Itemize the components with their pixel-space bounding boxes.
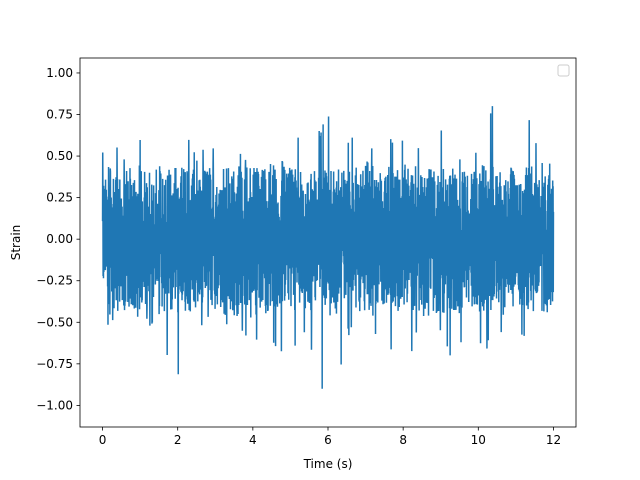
x-tick-label: 2 (174, 433, 182, 447)
axes-frame (79, 57, 577, 428)
y-tick-label: −1.00 (36, 398, 73, 412)
y-axis-label: Strain (9, 225, 23, 261)
y-tick-label: −0.50 (36, 315, 73, 329)
series-line (101, 106, 555, 389)
legend-box[interactable] (557, 64, 570, 77)
y-tick-label: 0.00 (46, 232, 73, 246)
y-tick-label: 0.75 (46, 108, 73, 122)
x-tick-label: 4 (249, 433, 257, 447)
x-tick-label: 8 (399, 433, 407, 447)
y-tick-label: −0.25 (36, 274, 73, 288)
y-tick-label: 1.00 (46, 66, 73, 80)
y-axis-ticks: −1.00 −0.75 −0.50 −0.25 0.00 0.25 0.50 0.75 1.00 (36, 66, 80, 412)
x-axis-label: Time (s) (303, 457, 353, 471)
y-tick-label: −0.75 (36, 357, 73, 371)
x-axis-ticks: 0 2 4 6 8 10 12 (99, 427, 561, 447)
x-tick-label: 10 (471, 433, 486, 447)
x-tick-label: 12 (546, 433, 561, 447)
plot-area (101, 106, 555, 389)
y-tick-label: 0.25 (46, 191, 73, 205)
x-tick-label: 0 (99, 433, 107, 447)
x-tick-label: 6 (324, 433, 332, 447)
y-tick-label: 0.50 (46, 149, 73, 163)
